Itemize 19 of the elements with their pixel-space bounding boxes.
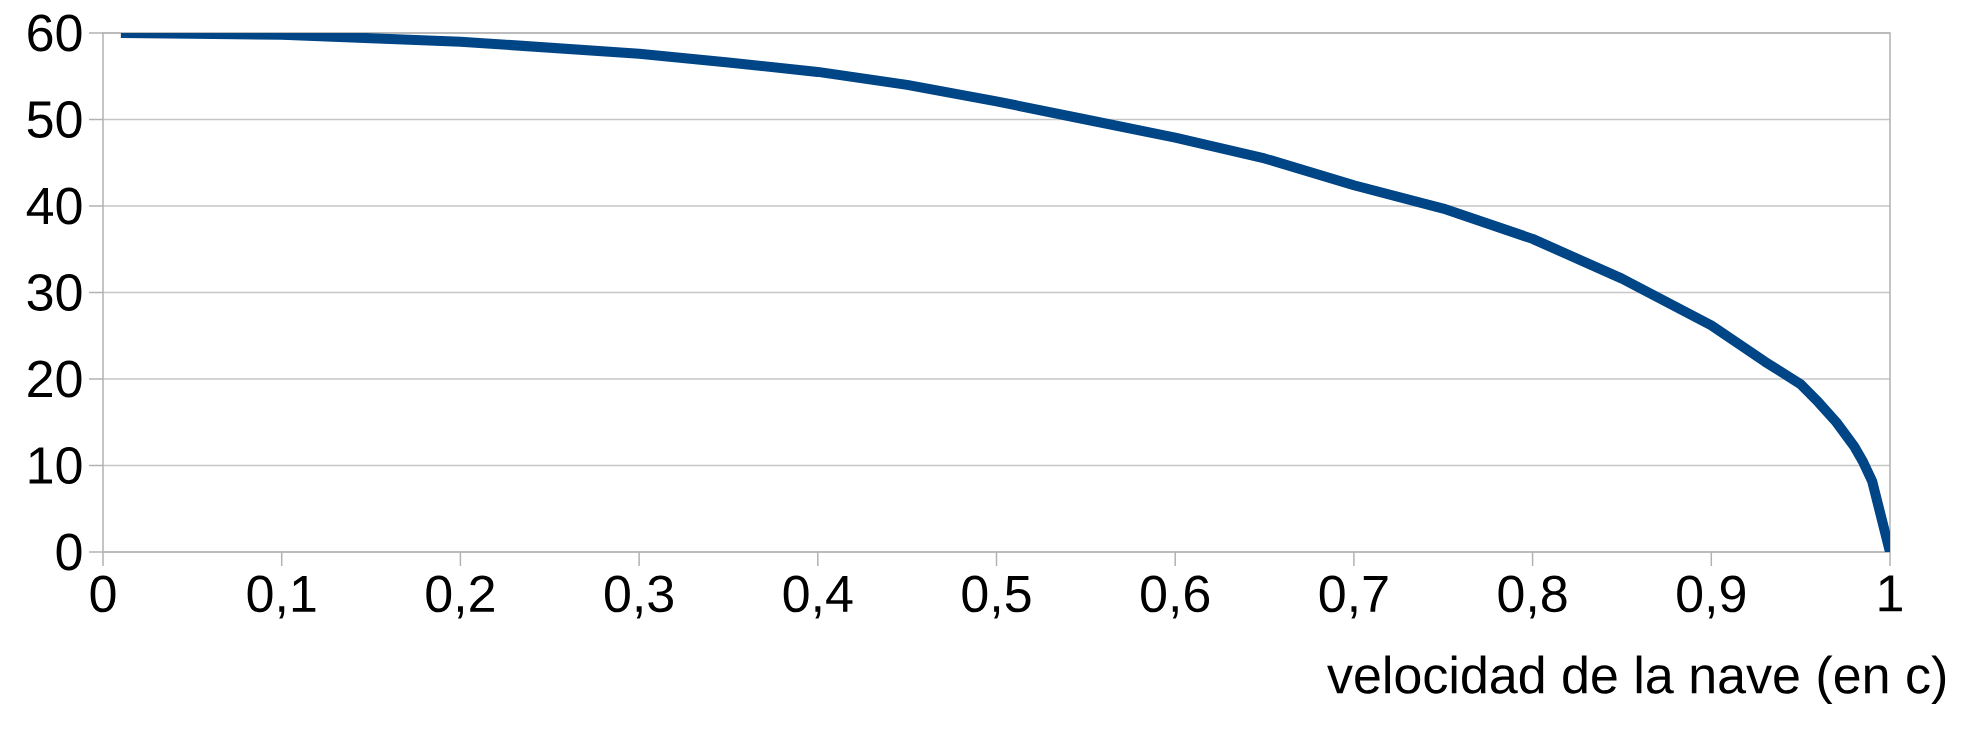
y-tick-label: 20 [28, 360, 82, 398]
x-axis-title: velocidad de la nave (en c) [1327, 655, 1946, 704]
x-tick-label: 0,3 [605, 575, 673, 619]
x-tick-label: 0,6 [1141, 575, 1210, 619]
x-tick-label: 0,8 [1498, 575, 1567, 619]
x-tick-label: 0,2 [426, 575, 494, 619]
y-tick-label: 40 [26, 187, 82, 225]
x-tick-label: 0 [90, 575, 116, 613]
y-tick-label: 60 [28, 14, 82, 52]
y-tick-label: 0 [56, 533, 82, 571]
x-tick-label: 0,5 [962, 575, 1031, 619]
x-tick-label: 1 [1879, 575, 1902, 612]
x-tick-label: 0,9 [1677, 575, 1745, 619]
x-tick-label: 0,4 [783, 575, 853, 619]
y-tick-label: 10 [29, 447, 82, 484]
x-tick-label: 0,1 [247, 575, 316, 619]
y-tick-label: 30 [27, 274, 82, 311]
x-tick-label: 0,7 [1319, 575, 1388, 619]
y-tick-label: 50 [27, 101, 82, 138]
